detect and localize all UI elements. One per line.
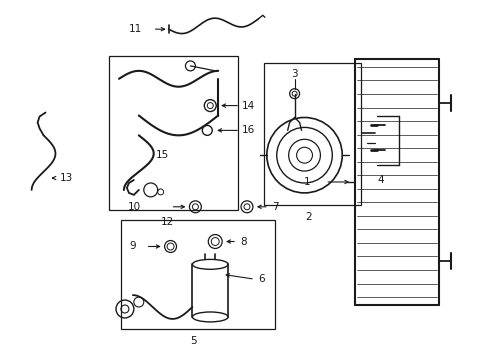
Text: 2: 2 xyxy=(305,212,311,222)
Text: 16: 16 xyxy=(242,125,255,135)
Text: 9: 9 xyxy=(129,242,135,252)
Text: 4: 4 xyxy=(377,175,384,185)
Text: 5: 5 xyxy=(190,336,196,346)
Text: 11: 11 xyxy=(129,24,142,34)
Text: 1: 1 xyxy=(303,177,309,187)
Text: 6: 6 xyxy=(257,274,264,284)
Bar xyxy=(121,220,274,329)
Text: 13: 13 xyxy=(60,173,73,183)
Text: 15: 15 xyxy=(155,150,168,160)
Bar xyxy=(264,63,360,205)
Text: 14: 14 xyxy=(242,100,255,111)
Bar xyxy=(109,56,238,210)
Text: 10: 10 xyxy=(128,202,141,212)
Text: 8: 8 xyxy=(240,237,246,247)
Text: 3: 3 xyxy=(291,69,297,79)
Text: 7: 7 xyxy=(271,202,278,212)
Text: 12: 12 xyxy=(161,217,174,227)
